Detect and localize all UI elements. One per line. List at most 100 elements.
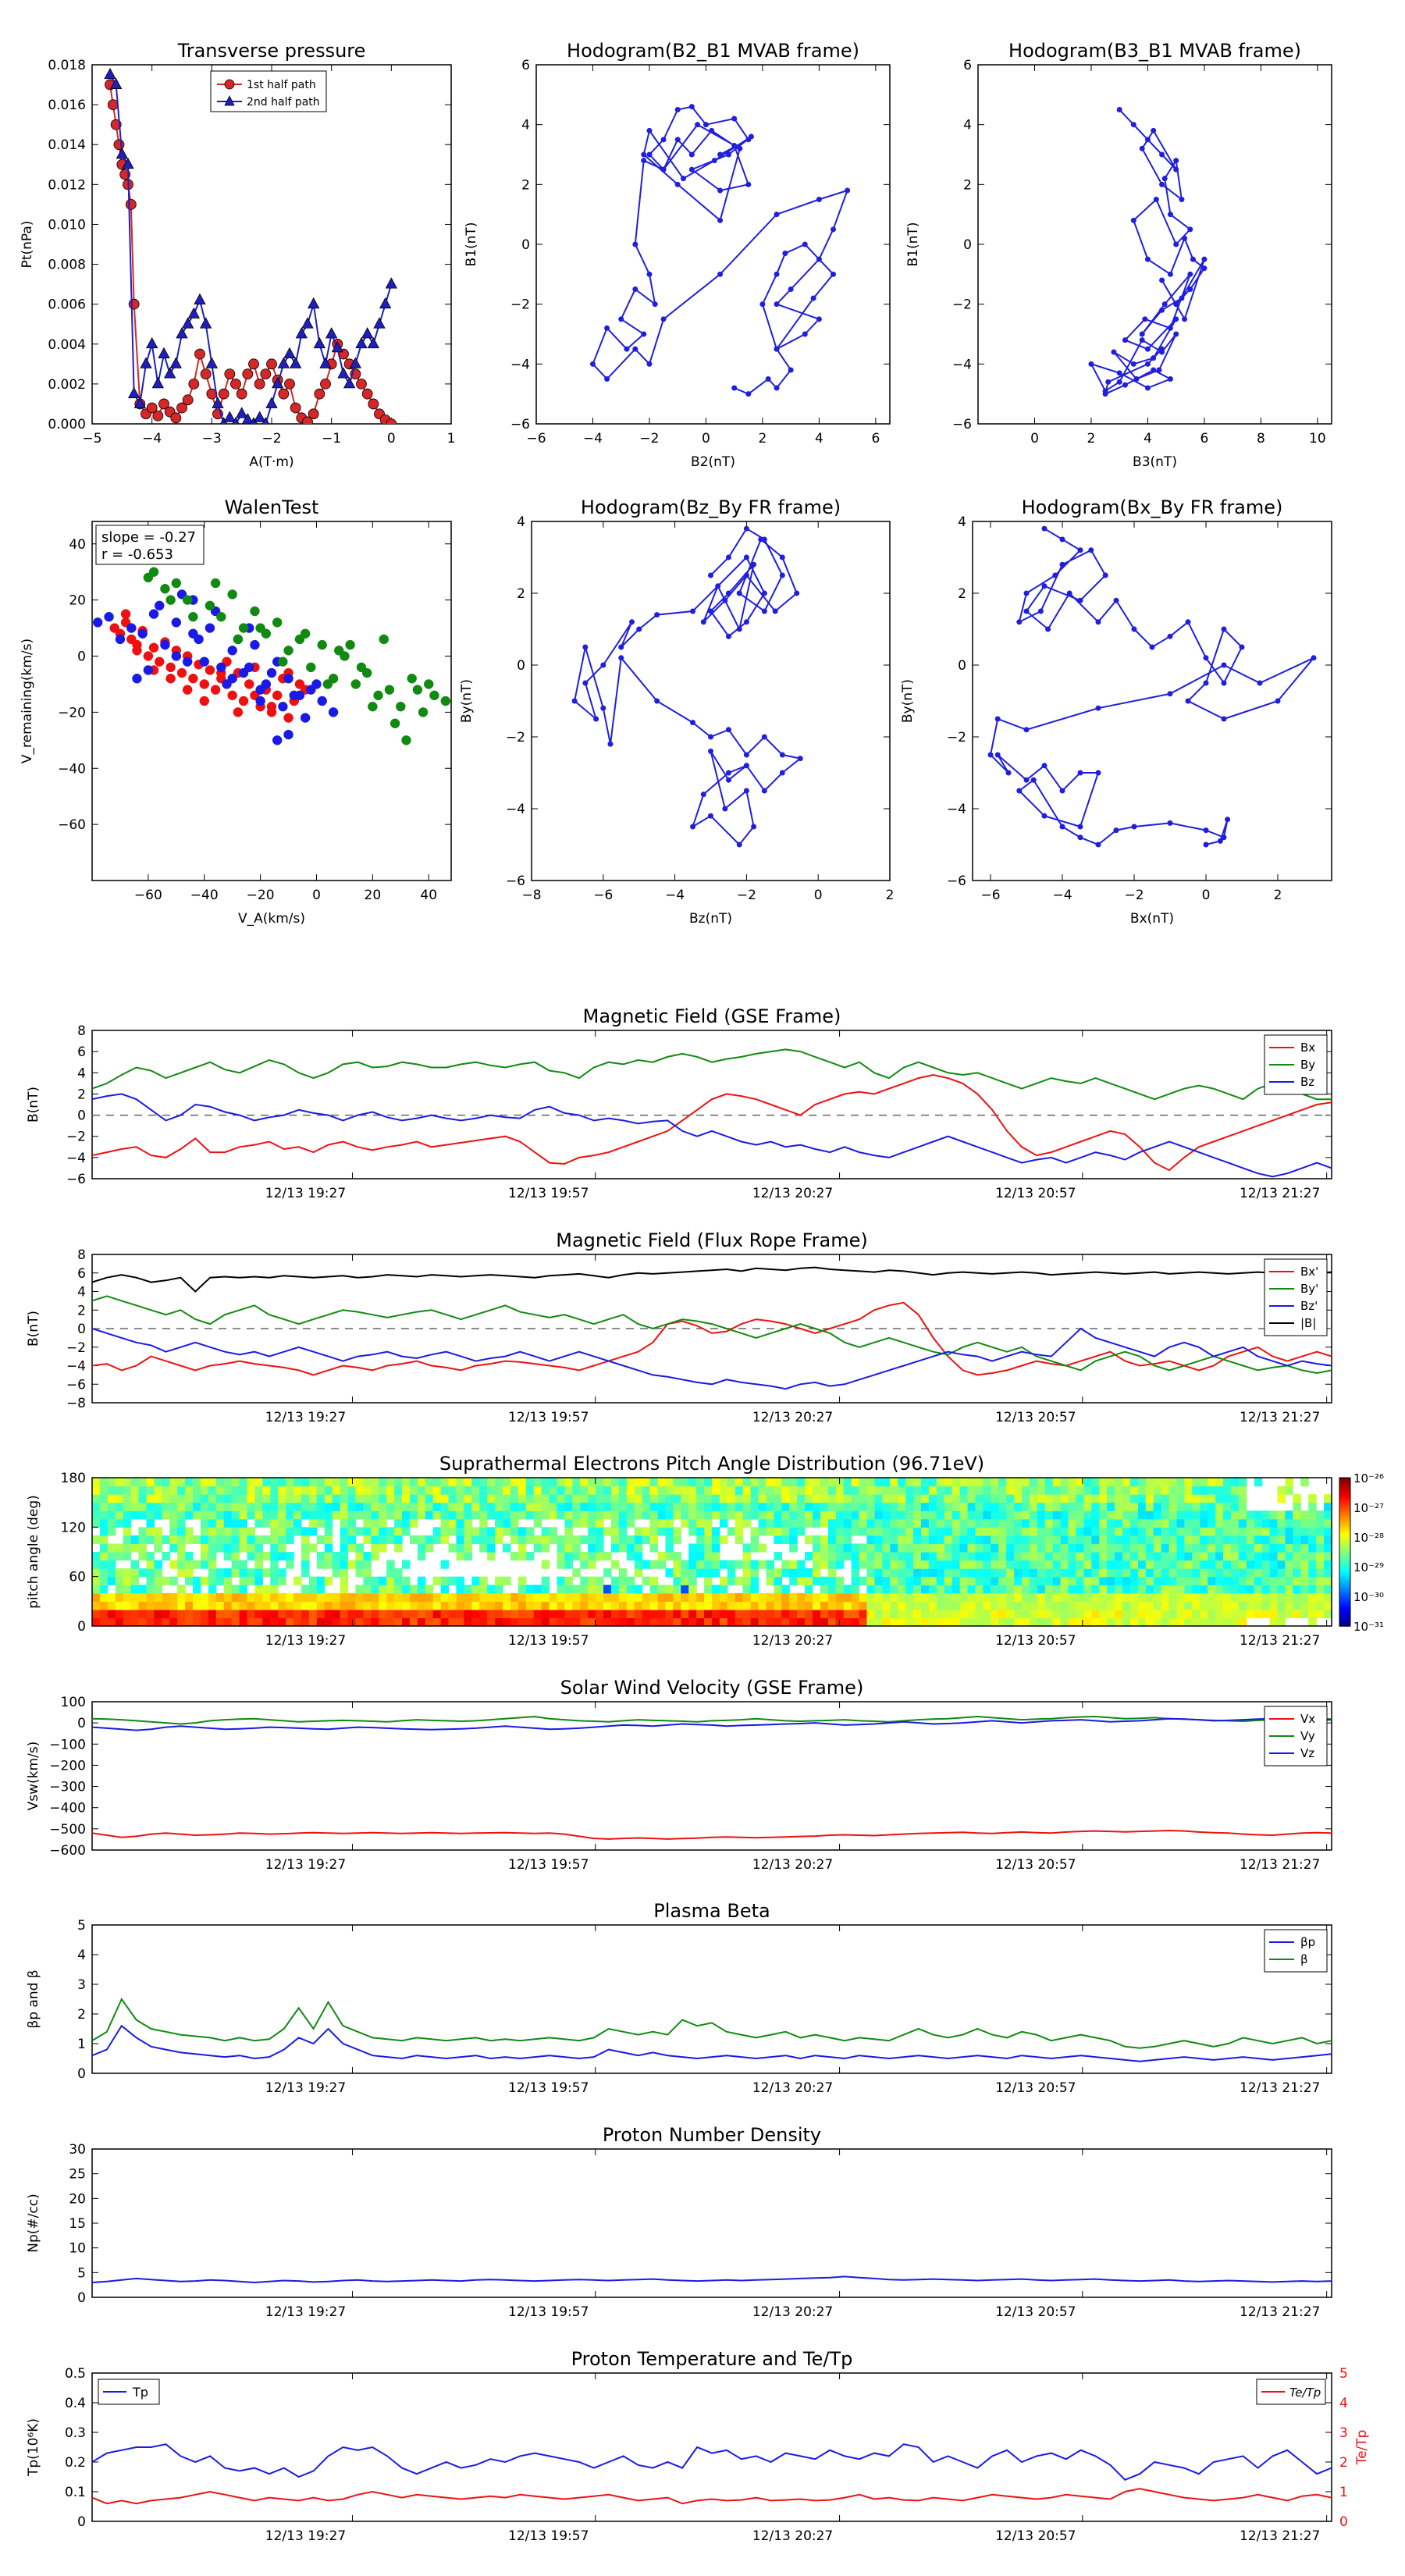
heatmap-cell [1277,1518,1286,1528]
heatmap-cell [920,1527,930,1536]
heatmap-cell [928,1609,937,1619]
heatmap-cell [495,1617,503,1627]
heatmap-cell [1324,1543,1332,1553]
data-point [1116,107,1122,112]
heatmap-cell [1161,1617,1170,1627]
heatmap-cell [293,1518,302,1528]
heatmap-cell [781,1609,790,1619]
heatmap-cell [301,1494,310,1503]
heatmap-cell [1238,1510,1247,1520]
heatmap-cell [301,1560,310,1569]
data-point [300,628,311,639]
heatmap-cell [1060,1535,1069,1545]
time-tick-label: 12/13 21:27 [1240,2304,1320,2320]
heatmap-cell [510,1485,519,1495]
heatmap-cell [564,1543,573,1553]
heatmap-cell [525,1592,535,1602]
heatmap-cell [1300,1518,1309,1528]
heatmap-cell [99,1510,108,1520]
heatmap-cell [1230,1560,1240,1569]
heatmap-cell [1192,1478,1200,1487]
heatmap-cell [533,1601,542,1610]
heatmap-cell [1246,1527,1255,1536]
heatmap-cell [270,1494,279,1503]
heatmap-cell [1277,1568,1286,1578]
heatmap-cell [580,1494,589,1503]
heatmap-cell [208,1485,217,1495]
data-point [308,408,319,420]
heatmap-cell [123,1478,132,1487]
heatmap-cell [936,1601,945,1610]
heatmap-cell [247,1568,256,1578]
heatmap-cell [789,1502,798,1511]
heatmap-cell [223,1527,233,1536]
heatmap-cell [735,1609,744,1619]
data-point [680,176,686,182]
heatmap-cell [1014,1568,1023,1578]
heatmap-cell [843,1552,852,1561]
heatmap-cell [286,1592,294,1602]
heatmap-cell [115,1617,124,1627]
heatmap-cell [1238,1494,1247,1503]
y-tick-label: 4 [521,118,530,133]
heatmap-cell [146,1485,155,1495]
heatmap-cell [503,1485,511,1495]
heatmap-cell [688,1485,697,1495]
heatmap-cell [859,1543,868,1553]
heatmap-cell [898,1494,906,1503]
heatmap-cell [719,1518,728,1528]
heatmap-cell [1068,1568,1077,1578]
series-line-Vz [92,1717,1332,1731]
x-tick-label: 4 [1144,431,1152,447]
heatmap-cell [541,1527,550,1536]
heatmap-cell [1208,1485,1216,1495]
heatmap-cell [673,1592,681,1602]
heatmap-cell [185,1502,194,1511]
data-point [401,735,411,745]
heatmap-cell [425,1478,434,1487]
data-point [379,634,389,645]
heatmap-cell [920,1585,930,1594]
heatmap-cell [882,1478,891,1487]
heatmap-cell [1129,1560,1139,1569]
heatmap-cell [107,1617,116,1627]
heatmap-cell [998,1535,1007,1545]
heatmap-cell [1261,1585,1271,1594]
heatmap-cell [177,1478,186,1487]
heatmap-cell [254,1510,263,1520]
heatmap-cell [1052,1552,1062,1561]
heatmap-cell [533,1585,542,1594]
heatmap-cell [944,1560,953,1569]
data-point [831,226,837,233]
data-point [688,166,695,173]
heatmap-cell [1215,1478,1224,1487]
heatmap-cell [913,1592,922,1602]
colorbar-step [1339,1514,1350,1518]
heatmap-cell [130,1478,140,1487]
heatmap-cell [991,1601,999,1610]
heatmap-cell [239,1609,248,1619]
heatmap-cell [1029,1518,1038,1528]
heatmap-cell [742,1518,752,1528]
data-point [782,251,788,256]
y-tick-label: −20 [58,705,86,720]
series-0 [1088,107,1208,397]
heatmap-cell [308,1601,318,1610]
heatmap-cell [332,1478,341,1487]
heatmap-cell [1153,1527,1162,1536]
heatmap-cell [107,1518,116,1528]
heatmap-cell [673,1485,681,1495]
heatmap-cell [99,1576,108,1585]
heatmap-cell [928,1527,937,1536]
data-point [1203,827,1209,834]
heatmap-cell [967,1601,976,1610]
data-point [1139,337,1145,343]
heatmap-cell [1129,1592,1139,1602]
heatmap-cell [379,1585,387,1594]
heatmap-cell [983,1494,991,1503]
heatmap-cell [712,1510,720,1520]
data-point [652,301,658,308]
data-point [219,417,228,424]
data-point [1066,590,1072,596]
heatmap-cell [572,1609,581,1619]
